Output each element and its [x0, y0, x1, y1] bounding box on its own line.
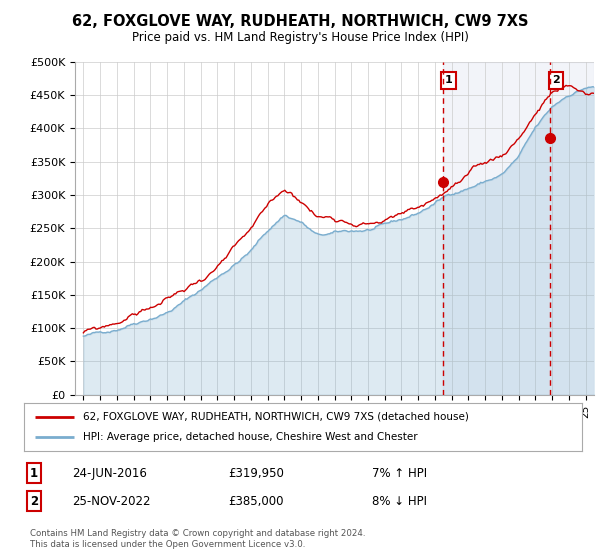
Text: Contains HM Land Registry data © Crown copyright and database right 2024.
This d: Contains HM Land Registry data © Crown c…: [30, 529, 365, 549]
Text: 8% ↓ HPI: 8% ↓ HPI: [372, 494, 427, 508]
Text: 2: 2: [552, 75, 560, 85]
Text: 62, FOXGLOVE WAY, RUDHEATH, NORTHWICH, CW9 7XS: 62, FOXGLOVE WAY, RUDHEATH, NORTHWICH, C…: [72, 14, 528, 29]
Text: 24-JUN-2016: 24-JUN-2016: [72, 466, 147, 480]
Text: 7% ↑ HPI: 7% ↑ HPI: [372, 466, 427, 480]
Text: £319,950: £319,950: [228, 466, 284, 480]
Text: HPI: Average price, detached house, Cheshire West and Chester: HPI: Average price, detached house, Ches…: [83, 432, 417, 442]
Bar: [443, 62, 594, 395]
Text: 25-NOV-2022: 25-NOV-2022: [72, 494, 151, 508]
Text: 2: 2: [30, 494, 38, 508]
Text: 1: 1: [30, 466, 38, 480]
Text: 1: 1: [445, 75, 452, 85]
Text: Price paid vs. HM Land Registry's House Price Index (HPI): Price paid vs. HM Land Registry's House …: [131, 31, 469, 44]
Text: 62, FOXGLOVE WAY, RUDHEATH, NORTHWICH, CW9 7XS (detached house): 62, FOXGLOVE WAY, RUDHEATH, NORTHWICH, C…: [83, 412, 469, 422]
Text: £385,000: £385,000: [228, 494, 284, 508]
